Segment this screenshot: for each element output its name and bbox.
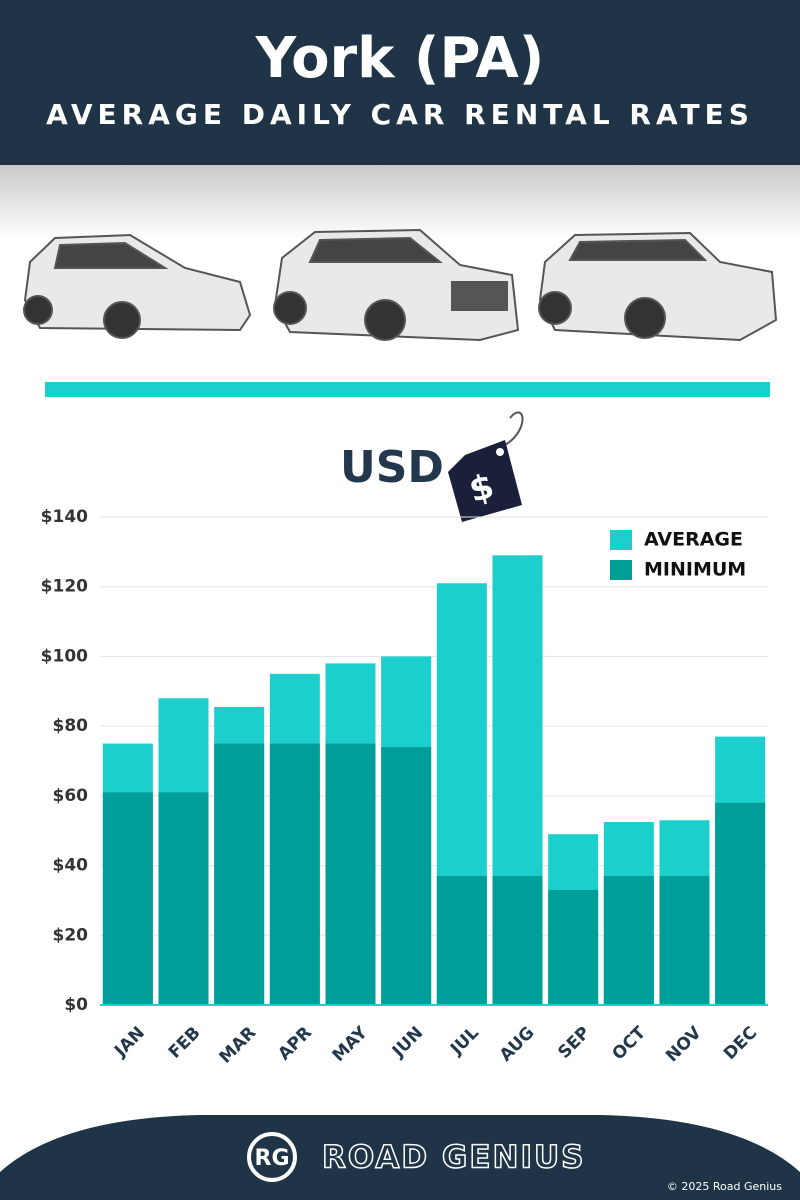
bar	[102, 792, 153, 1005]
x-tick-label: FEB	[165, 1023, 205, 1063]
bar	[269, 743, 320, 1005]
x-tick-label: AUG	[496, 1023, 539, 1066]
bar	[381, 747, 432, 1005]
logo-ring	[247, 1132, 297, 1182]
car-hatchback	[23, 233, 252, 339]
title: York (PA)	[255, 26, 545, 91]
divider	[45, 382, 770, 397]
y-tick-label: $100	[41, 646, 88, 666]
car-suv	[273, 228, 520, 342]
bar	[158, 792, 209, 1005]
legend-label: AVERAGE	[644, 529, 743, 551]
y-tick-label: $0	[64, 995, 88, 1015]
footer-band	[0, 1115, 800, 1200]
y-tick-label: $40	[53, 856, 89, 876]
legend-swatch	[610, 560, 632, 580]
y-tick-label: $140	[41, 507, 88, 527]
y-tick-label: $120	[41, 577, 88, 597]
x-tick-label: OCT	[609, 1023, 651, 1065]
x-tick-label: APR	[274, 1023, 316, 1065]
currency-label: USD	[340, 442, 444, 493]
legend-swatch	[610, 530, 632, 550]
bar	[603, 876, 654, 1005]
y-tick-label: $60	[53, 786, 89, 806]
x-tick-label: MAR	[216, 1023, 261, 1068]
car-crossover	[538, 231, 778, 342]
bar	[715, 802, 766, 1005]
bar	[325, 743, 376, 1005]
x-tick-label: SEP	[554, 1023, 594, 1063]
car-images	[23, 228, 778, 342]
x-tick-label: DEC	[720, 1023, 761, 1064]
legend-label: MINIMUM	[644, 559, 746, 581]
x-tick-label: JUN	[388, 1023, 427, 1062]
price-tag: $	[448, 411, 524, 522]
x-tick-label: JAN	[110, 1023, 149, 1062]
y-tick-label: $20	[53, 925, 89, 945]
x-tick-label: MAY	[329, 1022, 372, 1065]
subtitle: AVERAGE DAILY CAR RENTAL RATES	[46, 98, 754, 131]
x-tick-label: NOV	[662, 1022, 706, 1066]
copyright: © 2025 Road Genius	[667, 1180, 782, 1193]
bar	[659, 876, 710, 1005]
x-tick-label: JUL	[446, 1023, 483, 1060]
bar	[436, 876, 487, 1005]
header-shade	[0, 165, 800, 240]
header-band	[0, 0, 800, 165]
bar	[214, 743, 265, 1005]
y-tick-label: $80	[53, 716, 89, 736]
bar	[492, 876, 543, 1005]
brand-name: ROAD GENIUS	[322, 1140, 586, 1176]
bar	[548, 889, 599, 1005]
logo-initials: RG	[255, 1146, 290, 1171]
